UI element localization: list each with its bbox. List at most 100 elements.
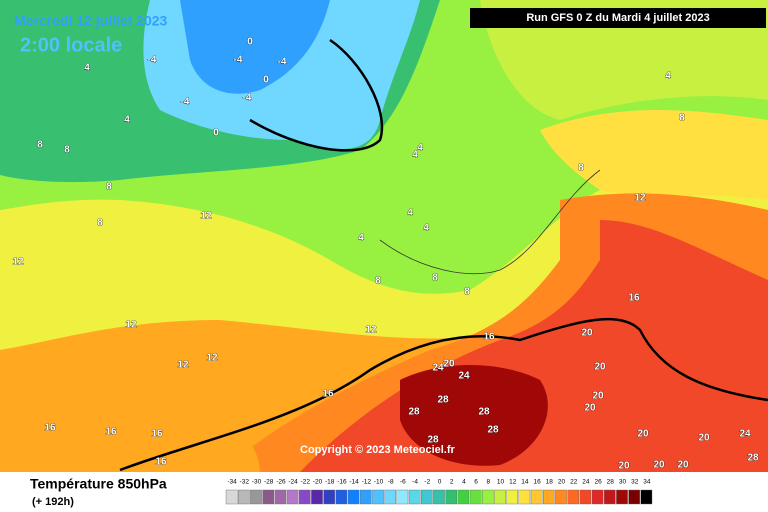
legend-tick-label: 14 [521,479,529,486]
legend-tick-label: -14 [349,479,359,486]
isotherm-label: 4 [665,71,671,82]
legend-tick-label: 8 [486,479,490,486]
legend-swatch [286,489,299,505]
isotherm-label: -4 [148,55,157,66]
legend-swatch [445,489,458,505]
isotherm-label: 16 [322,389,334,400]
isotherm-line [249,38,384,152]
isotherm-label: 20 [443,359,455,370]
legend-tick-label: -30 [252,479,262,486]
legend-tick-label: 18 [546,479,554,486]
legend-swatch [469,489,482,505]
legend-tick-label: -12 [362,479,372,486]
legend-swatch [299,489,311,505]
isotherm-label: 28 [747,453,759,464]
legend-swatch [408,489,421,505]
coastline [379,169,601,275]
isotherm-label: 20 [653,460,665,471]
legend-tick-label: -2 [424,479,430,486]
legend-tick-label: 20 [558,479,566,486]
legend-tick-label: 0 [438,479,442,486]
isotherm-label: 24 [739,429,751,440]
isotherm-label: 4 [124,115,130,126]
isotherm-label: 4 [407,208,413,219]
run-box [470,8,766,28]
legend-swatch [482,489,494,505]
isotherm-label: 24 [432,363,444,374]
isotherm-label: 12 [200,211,212,222]
legend-tick-label: 30 [619,479,627,486]
legend-swatch [494,489,506,505]
isotherm-label: 28 [427,435,439,446]
legend-tick-label: -24 [288,479,298,486]
map-date: Mercredi 12 juillet 2023 [14,13,168,29]
isotherm-label: 16 [155,457,167,468]
legend-tick-label: -6 [400,479,406,486]
legend-swatch [543,489,555,505]
isotherm-label: 8 [106,182,112,193]
legend-tick-label: -4 [412,479,418,486]
isotherm-label: 12 [206,353,218,364]
legend-swatch [530,489,543,505]
zone-darkblue [180,0,330,94]
isotherm-label: 4 [412,150,418,161]
legend-tick-label: 16 [533,479,541,486]
legend-swatch [555,489,567,505]
isotherm-label: 12 [177,360,189,371]
legend-swatch [518,489,531,505]
isotherm-line [119,317,768,472]
isotherm-label: -4 [181,97,190,108]
isotherm-label: 28 [478,407,490,418]
isotherm-label: 12 [125,320,137,331]
isotherm-label: 20 [618,461,630,472]
legend-tick-label: -8 [388,479,394,486]
zone-atlantic [0,358,260,472]
legend-swatch [579,489,592,505]
isotherm-label: 0 [213,128,219,139]
isotherm-label: 8 [679,113,685,124]
isotherm-label: 4 [423,223,429,234]
legend-swatch [396,489,409,505]
legend-swatch [360,489,372,505]
isotherm-label: 0 [247,37,253,48]
legend-tick-label: 26 [594,479,602,486]
legend-tick-label: -20 [313,479,323,486]
isotherm-label: 20 [581,328,593,339]
zone-lightgreen [480,0,768,120]
isotherm-label: 8 [375,276,381,287]
legend-swatch [421,489,433,505]
isotherm-label: 8 [464,287,470,298]
isotherm-label: 0 [263,75,269,86]
isotherm-label: 20 [698,433,710,444]
legend-swatch [347,489,360,505]
isotherm-label: 16 [483,332,495,343]
isotherm-label: 12 [634,193,646,204]
isotherm-label: 8 [432,273,438,284]
isotherm-label: 12 [365,325,377,336]
legend-swatch [372,489,384,505]
legend-tick-label: -18 [325,479,335,486]
legend-swatch [335,489,348,505]
isotherm-label: 8 [37,140,43,151]
legend-tick-label: 4 [462,479,466,486]
legend-tick-label: 32 [631,479,639,486]
legend-swatch [250,489,262,505]
legend-swatch [604,489,616,505]
legend-swatch [457,489,470,505]
map-time: 2:00 locale [20,34,122,56]
zone-scandinavia [540,110,768,200]
legend-swatch [640,489,653,505]
footer [0,472,768,512]
isotherm-label: 20 [637,429,649,440]
copyright: Copyright © 2023 Meteociel.fr [300,444,456,456]
isotherm-label: 8 [64,145,70,156]
isotherm-label: 16 [151,429,163,440]
legend-tick-label: 2 [450,479,454,486]
isotherm-label: 4 [417,143,423,154]
legend-tick-label: 10 [497,479,505,486]
legend-tick-label: 24 [582,479,590,486]
isotherm-label: 16 [628,293,640,304]
legend-swatch [591,489,604,505]
